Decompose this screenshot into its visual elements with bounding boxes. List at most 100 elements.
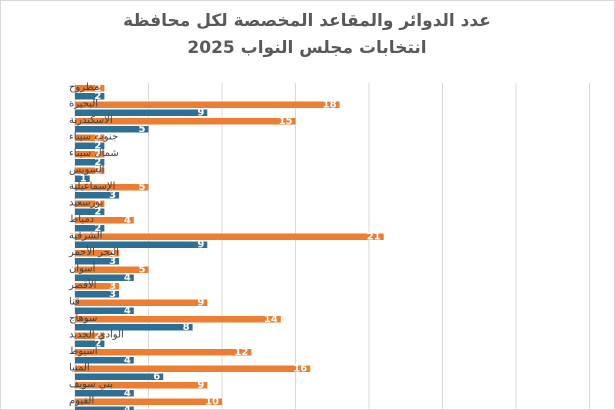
data-label: 2 xyxy=(94,199,101,210)
category-label: دمياط xyxy=(69,214,94,225)
data-label: 18 xyxy=(323,100,337,111)
bar-seats xyxy=(75,316,281,323)
bar-seats xyxy=(75,283,120,290)
data-label: 12 xyxy=(234,347,248,358)
data-label: 3 xyxy=(109,190,116,201)
bar-districts xyxy=(75,225,105,232)
chart-title-line2: انتخابات مجلس النواب 2025 xyxy=(187,38,426,58)
category-label: مطروح xyxy=(69,82,99,93)
category-label: المنيا xyxy=(69,363,90,374)
bar-districts xyxy=(75,291,120,298)
bar-seats xyxy=(75,85,105,92)
bar-seats xyxy=(75,217,134,224)
category-label: البحر الأحمر xyxy=(68,245,119,258)
category-label: الوادي الجديد xyxy=(69,330,124,341)
data-label: 1 xyxy=(80,174,87,185)
category-label: جنوب سيناء xyxy=(69,132,118,143)
data-label: 5 xyxy=(139,182,146,193)
category-label: البحيرة xyxy=(69,99,98,110)
bar-seats xyxy=(75,118,296,125)
bar-districts xyxy=(75,357,134,364)
data-label: 9 xyxy=(197,380,204,391)
bar-districts xyxy=(75,307,134,314)
bar-districts xyxy=(75,159,105,166)
bar-districts xyxy=(75,175,90,182)
category-label: بورسعيد xyxy=(69,198,103,209)
data-label: 3 xyxy=(109,256,116,267)
bar-seats xyxy=(75,349,252,356)
bar-districts xyxy=(75,258,120,265)
data-label: 2 xyxy=(94,133,101,144)
chart-title-line1: عدد الدوائر والمقاعد المخصصة لكل محافظة xyxy=(123,11,491,31)
bar-districts xyxy=(75,373,164,380)
bar-seats xyxy=(75,134,105,141)
data-label: 3 xyxy=(109,248,116,259)
bar-seats xyxy=(75,382,208,389)
data-label: 2 xyxy=(94,207,101,218)
data-label: 14 xyxy=(264,314,278,325)
category-label: الإسماعيلية xyxy=(69,181,115,192)
bar-districts xyxy=(75,241,208,248)
bar-districts xyxy=(75,324,193,331)
bar-districts xyxy=(75,208,105,215)
bar-seats xyxy=(75,101,340,108)
data-label: 16 xyxy=(293,364,307,375)
data-label: 2 xyxy=(94,157,101,168)
data-label: 8 xyxy=(183,322,190,333)
bar-districts xyxy=(75,340,105,347)
category-label: سوهاج xyxy=(69,313,97,324)
bar-districts xyxy=(75,274,134,281)
data-label: 21 xyxy=(367,232,381,243)
bar-districts xyxy=(75,93,105,100)
bar-seats xyxy=(75,266,149,273)
data-label: 15 xyxy=(279,116,293,127)
data-label: 2 xyxy=(94,166,101,177)
bar-seats xyxy=(75,167,105,174)
data-label: 4 xyxy=(124,306,131,317)
bar-seats xyxy=(75,398,222,405)
category-label: الفيوم xyxy=(69,396,94,407)
data-label: 2 xyxy=(94,331,101,342)
bar-seats xyxy=(75,250,120,257)
data-label: 4 xyxy=(124,273,131,284)
data-label: 2 xyxy=(94,223,101,234)
data-label: 4 xyxy=(124,355,131,366)
bars: 2218915522222153224221933543394148221241… xyxy=(75,83,384,410)
category-label: الاسكندرية xyxy=(69,115,113,126)
category-label: قنا xyxy=(69,297,80,308)
category-label: الشرقية xyxy=(69,231,102,242)
bar-districts xyxy=(75,109,208,116)
data-label: 5 xyxy=(139,265,146,276)
bar-seats xyxy=(75,233,384,240)
data-label: 6 xyxy=(153,372,160,383)
data-label: 3 xyxy=(109,281,116,292)
data-label: 2 xyxy=(94,91,101,102)
bar-seats xyxy=(75,299,208,306)
data-label: 4 xyxy=(124,388,131,399)
data-label: 2 xyxy=(94,339,101,350)
category-label: بني سويف xyxy=(69,379,113,390)
data-label: 4 xyxy=(124,215,131,226)
bar-seats xyxy=(75,184,149,191)
category-label: أسوان xyxy=(69,262,96,275)
bar-districts xyxy=(75,390,134,397)
bar-districts xyxy=(75,126,149,133)
bar-seats xyxy=(75,151,105,158)
bar-seats xyxy=(75,200,105,207)
category-labels: مطروح البحيرة الاسكندرية جنوب سيناء شمال سين… xyxy=(68,82,124,407)
data-label: 2 xyxy=(94,149,101,160)
bar-seats xyxy=(75,332,105,339)
data-label: 9 xyxy=(197,108,204,119)
data-label: 10 xyxy=(205,397,219,408)
data-label: 9 xyxy=(197,298,204,309)
category-label: السويس xyxy=(69,165,104,176)
bar-districts xyxy=(75,192,120,199)
data-label: 5 xyxy=(139,124,146,135)
bar-seats xyxy=(75,365,311,372)
data-label: 3 xyxy=(109,289,116,300)
bar-districts xyxy=(75,142,105,149)
category-label: الأقصر xyxy=(68,278,96,291)
bar-districts xyxy=(75,406,134,410)
category-label: أسيوط xyxy=(69,344,98,357)
